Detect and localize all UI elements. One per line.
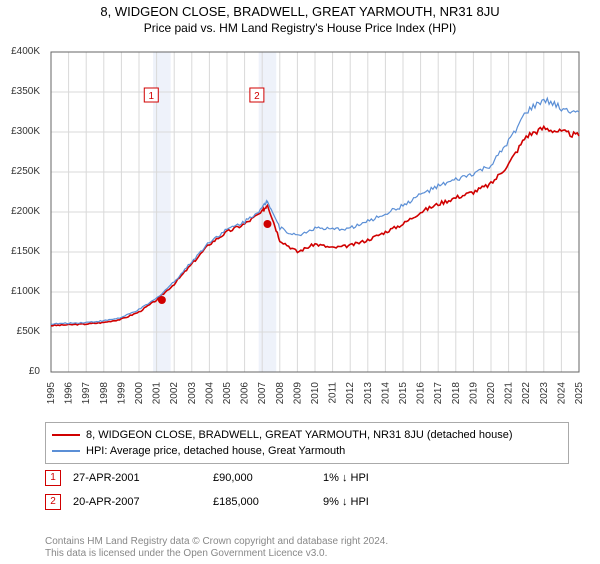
svg-text:2002: 2002 bbox=[169, 382, 180, 405]
legend: 8, WIDGEON CLOSE, BRADWELL, GREAT YARMOU… bbox=[45, 422, 569, 464]
transaction-pct: 9% ↓ HPI bbox=[323, 496, 443, 508]
transaction-price: £90,000 bbox=[213, 472, 323, 484]
footer-line: Contains HM Land Registry data © Crown c… bbox=[45, 536, 388, 548]
svg-text:2004: 2004 bbox=[204, 382, 215, 405]
svg-text:2003: 2003 bbox=[187, 382, 198, 405]
svg-text:2001: 2001 bbox=[152, 382, 163, 405]
svg-text:2011: 2011 bbox=[328, 382, 339, 404]
svg-text:2013: 2013 bbox=[363, 382, 374, 405]
transaction-marker-icon: 2 bbox=[45, 494, 61, 510]
y-axis-labels: £0£50K£100K£150K£200K£250K£300K£350K£400… bbox=[0, 48, 42, 408]
svg-text:2012: 2012 bbox=[345, 382, 356, 405]
svg-text:2025: 2025 bbox=[574, 382, 585, 405]
svg-text:2006: 2006 bbox=[240, 382, 251, 405]
svg-text:1: 1 bbox=[148, 91, 154, 102]
svg-text:2019: 2019 bbox=[468, 382, 479, 405]
legend-swatch bbox=[52, 434, 80, 436]
svg-text:2021: 2021 bbox=[504, 382, 515, 405]
svg-text:1995: 1995 bbox=[46, 382, 57, 405]
svg-text:1997: 1997 bbox=[81, 382, 92, 405]
chart-title: 8, WIDGEON CLOSE, BRADWELL, GREAT YARMOU… bbox=[0, 4, 600, 19]
transaction-date: 20-APR-2007 bbox=[73, 496, 213, 508]
legend-label: HPI: Average price, detached house, Grea… bbox=[86, 445, 345, 457]
svg-text:2014: 2014 bbox=[380, 382, 391, 405]
transaction-date: 27-APR-2001 bbox=[73, 472, 213, 484]
svg-text:2023: 2023 bbox=[539, 382, 550, 405]
svg-text:2000: 2000 bbox=[134, 382, 145, 405]
svg-text:2015: 2015 bbox=[398, 382, 409, 405]
svg-text:2008: 2008 bbox=[275, 382, 286, 405]
price-chart: 1995 1996 1997 1998 1999 2000 2001 2002 2003 2004… bbox=[45, 48, 585, 408]
svg-text:2018: 2018 bbox=[451, 382, 462, 405]
transaction-row: 1 27-APR-2001 £90,000 1% ↓ HPI bbox=[45, 470, 565, 486]
legend-item: 8, WIDGEON CLOSE, BRADWELL, GREAT YARMOU… bbox=[52, 427, 562, 443]
svg-text:2017: 2017 bbox=[433, 382, 444, 405]
footer-line: This data is licensed under the Open Gov… bbox=[45, 548, 388, 560]
svg-text:1998: 1998 bbox=[99, 382, 110, 405]
chart-subtitle: Price paid vs. HM Land Registry's House … bbox=[0, 21, 600, 35]
transaction-row: 2 20-APR-2007 £185,000 9% ↓ HPI bbox=[45, 494, 565, 510]
svg-text:2009: 2009 bbox=[292, 382, 303, 405]
svg-text:2007: 2007 bbox=[257, 382, 268, 405]
svg-text:2010: 2010 bbox=[310, 382, 321, 405]
transaction-pct: 1% ↓ HPI bbox=[323, 472, 443, 484]
svg-text:2020: 2020 bbox=[486, 382, 497, 405]
svg-text:2016: 2016 bbox=[416, 382, 427, 405]
transaction-marker-icon: 1 bbox=[45, 470, 61, 486]
svg-text:2005: 2005 bbox=[222, 382, 233, 405]
svg-text:2024: 2024 bbox=[556, 382, 567, 405]
svg-text:1999: 1999 bbox=[116, 382, 127, 405]
svg-text:1996: 1996 bbox=[64, 382, 75, 405]
footer-text: Contains HM Land Registry data © Crown c… bbox=[45, 536, 388, 560]
legend-item: HPI: Average price, detached house, Grea… bbox=[52, 443, 562, 459]
legend-swatch bbox=[52, 450, 80, 452]
legend-label: 8, WIDGEON CLOSE, BRADWELL, GREAT YARMOU… bbox=[86, 429, 512, 441]
svg-text:2022: 2022 bbox=[521, 382, 532, 405]
transaction-price: £185,000 bbox=[213, 496, 323, 508]
svg-text:2: 2 bbox=[254, 91, 260, 102]
